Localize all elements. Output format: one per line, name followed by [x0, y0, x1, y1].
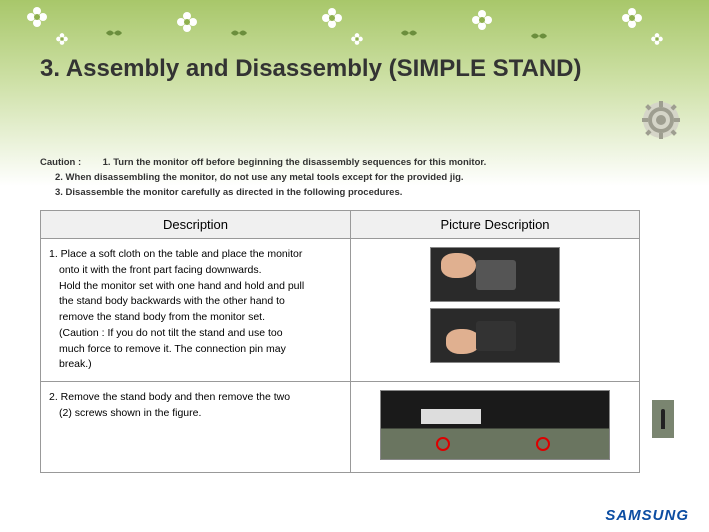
caution-block: Caution : 1. Turn the monitor off before… [40, 155, 486, 201]
step1-line: remove the stand body from the monitor s… [49, 310, 340, 326]
slide-container: 3. Assembly and Disassembly (SIMPLE STAN… [0, 0, 709, 532]
cell-description: 2. Remove the stand body and then remove… [41, 382, 351, 472]
caution-line-1: 1. Turn the monitor off before beginning… [103, 157, 487, 168]
cell-picture [351, 382, 639, 472]
step1-line: Hold the monitor set with one hand and h… [49, 279, 340, 295]
table-row: 2. Remove the stand body and then remove… [41, 382, 639, 472]
samsung-logo: SAMSUNG [605, 507, 689, 524]
step1-line: the stand body backwards with the other … [49, 294, 340, 310]
leaf-icon [530, 28, 548, 38]
flower-icon [350, 32, 364, 46]
cell-description: 1. Place a soft cloth on the table and p… [41, 239, 351, 381]
caution-line-3: 3. Disassemble the monitor carefully as … [55, 185, 486, 200]
flower-icon [650, 32, 664, 46]
cell-picture [351, 239, 639, 381]
instruction-table: Description Picture Description 1. Place… [40, 210, 640, 473]
step2-line: 2. Remove the stand body and then remove… [49, 391, 290, 403]
page-title: 3. Assembly and Disassembly (SIMPLE STAN… [40, 55, 620, 84]
flower-icon [55, 32, 69, 46]
step1-line: onto it with the front part facing downw… [49, 263, 340, 279]
caution-line-2: 2. When disassembling the monitor, do no… [55, 170, 486, 185]
flower-icon [175, 10, 199, 34]
table-row: 1. Place a soft cloth on the table and p… [41, 239, 639, 382]
step1-line: (Caution : If you do not tilt the stand … [49, 326, 340, 342]
screw-photo [652, 400, 674, 438]
step1-line: 1. Place a soft cloth on the table and p… [49, 248, 302, 260]
flower-icon [620, 6, 644, 30]
table-header: Description Picture Description [41, 211, 639, 239]
flower-icon [320, 6, 344, 30]
step1-line: break.) [49, 357, 340, 373]
header-picture: Picture Description [351, 211, 639, 239]
photo-placeholder [380, 390, 610, 460]
leaf-icon [105, 25, 123, 35]
caution-label: Caution : [40, 155, 100, 170]
photo-placeholder [430, 308, 560, 363]
flower-icon [470, 8, 494, 32]
step1-line: much force to remove it. The connection … [49, 342, 340, 358]
step2-line: (2) screws shown in the figure. [49, 406, 340, 422]
photo-placeholder [430, 247, 560, 302]
header-description: Description [41, 211, 351, 239]
leaf-icon [230, 25, 248, 35]
leaf-icon [400, 25, 418, 35]
flower-icon [25, 5, 49, 29]
gear-icon [641, 100, 681, 140]
